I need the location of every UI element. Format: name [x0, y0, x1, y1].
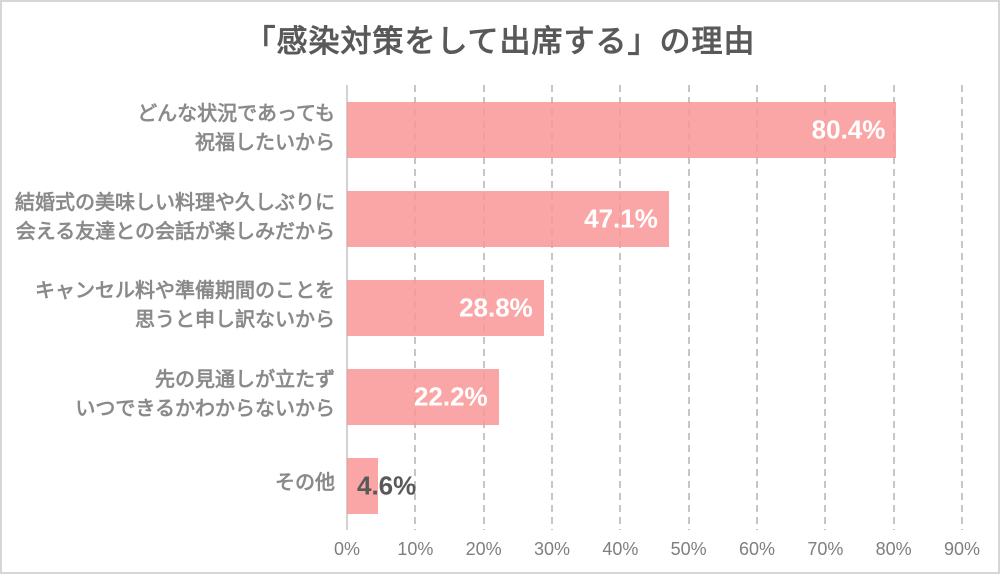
bar: 4.6%: [347, 457, 416, 514]
bar: 28.8%: [347, 279, 544, 336]
bar: 80.4%: [347, 101, 897, 158]
x-axis-tick-label: 30%: [533, 539, 570, 559]
bar-row: 4.6%: [347, 441, 962, 530]
bar: 22.2%: [347, 368, 499, 425]
category-label: その他: [275, 472, 335, 495]
bar-rows: 80.4% 47.1% 28.8% 22.2% 4.6%: [347, 85, 962, 530]
bar-row: 22.2%: [347, 352, 962, 441]
bar-value-label: 4.6%: [357, 470, 417, 500]
gridline: [961, 85, 963, 530]
x-axis-tick-label: 40%: [602, 539, 639, 559]
gridline: [756, 85, 758, 530]
gridline: [824, 85, 827, 530]
bar-row: 47.1%: [347, 174, 962, 263]
gridline: [687, 85, 690, 530]
x-axis-tick-label: 0%: [333, 539, 361, 559]
chart-title: 「感染対策をして出席する」の理由: [244, 24, 756, 59]
plot-area: 80.4% 47.1% 28.8% 22.2% 4.6%: [346, 85, 963, 530]
gridline: [892, 85, 895, 530]
bar-value-label: 22.2%: [413, 381, 488, 411]
bar-row: 80.4%: [347, 85, 962, 174]
gridline: [550, 85, 553, 530]
category-labels-column: どんな状況であっても 祝福したいから 結婚式の美味しい料理や久しぶりに 会える友…: [2, 85, 335, 528]
category-label: どんな状況であっても 祝福したいから: [137, 103, 335, 155]
x-axis-ticks: 0% 10% 20% 30% 40% 50% 60% 70% 80% 90%: [334, 539, 980, 563]
category-label: キャンセル料や準備期間のことを 思うと申し訳ないから: [35, 280, 335, 332]
gridline: [619, 85, 622, 530]
x-axis-tick-label: 50%: [670, 539, 707, 559]
bar-row: 28.8%: [347, 263, 962, 352]
x-axis-tick-label: 90%: [943, 539, 981, 559]
category-label: 先の見通しが立たず いつできるかわからないから: [75, 369, 335, 421]
bar: 47.1%: [347, 190, 669, 247]
x-axis-tick-label: 80%: [875, 539, 912, 559]
category-label: 結婚式の美味しい料理や久しぶりに 会える友達との会話が楽しみだから: [15, 191, 335, 243]
x-axis-tick-label: 10%: [397, 539, 434, 559]
x-axis-tick-label: 70%: [807, 539, 844, 559]
bar-value-label: 28.8%: [459, 292, 533, 322]
x-axis-tick-label: 20%: [465, 539, 502, 559]
bar-value-label: 80.4%: [811, 114, 886, 144]
x-axis-tick-label: 60%: [738, 539, 776, 559]
bar-value-label: 47.1%: [584, 203, 658, 233]
